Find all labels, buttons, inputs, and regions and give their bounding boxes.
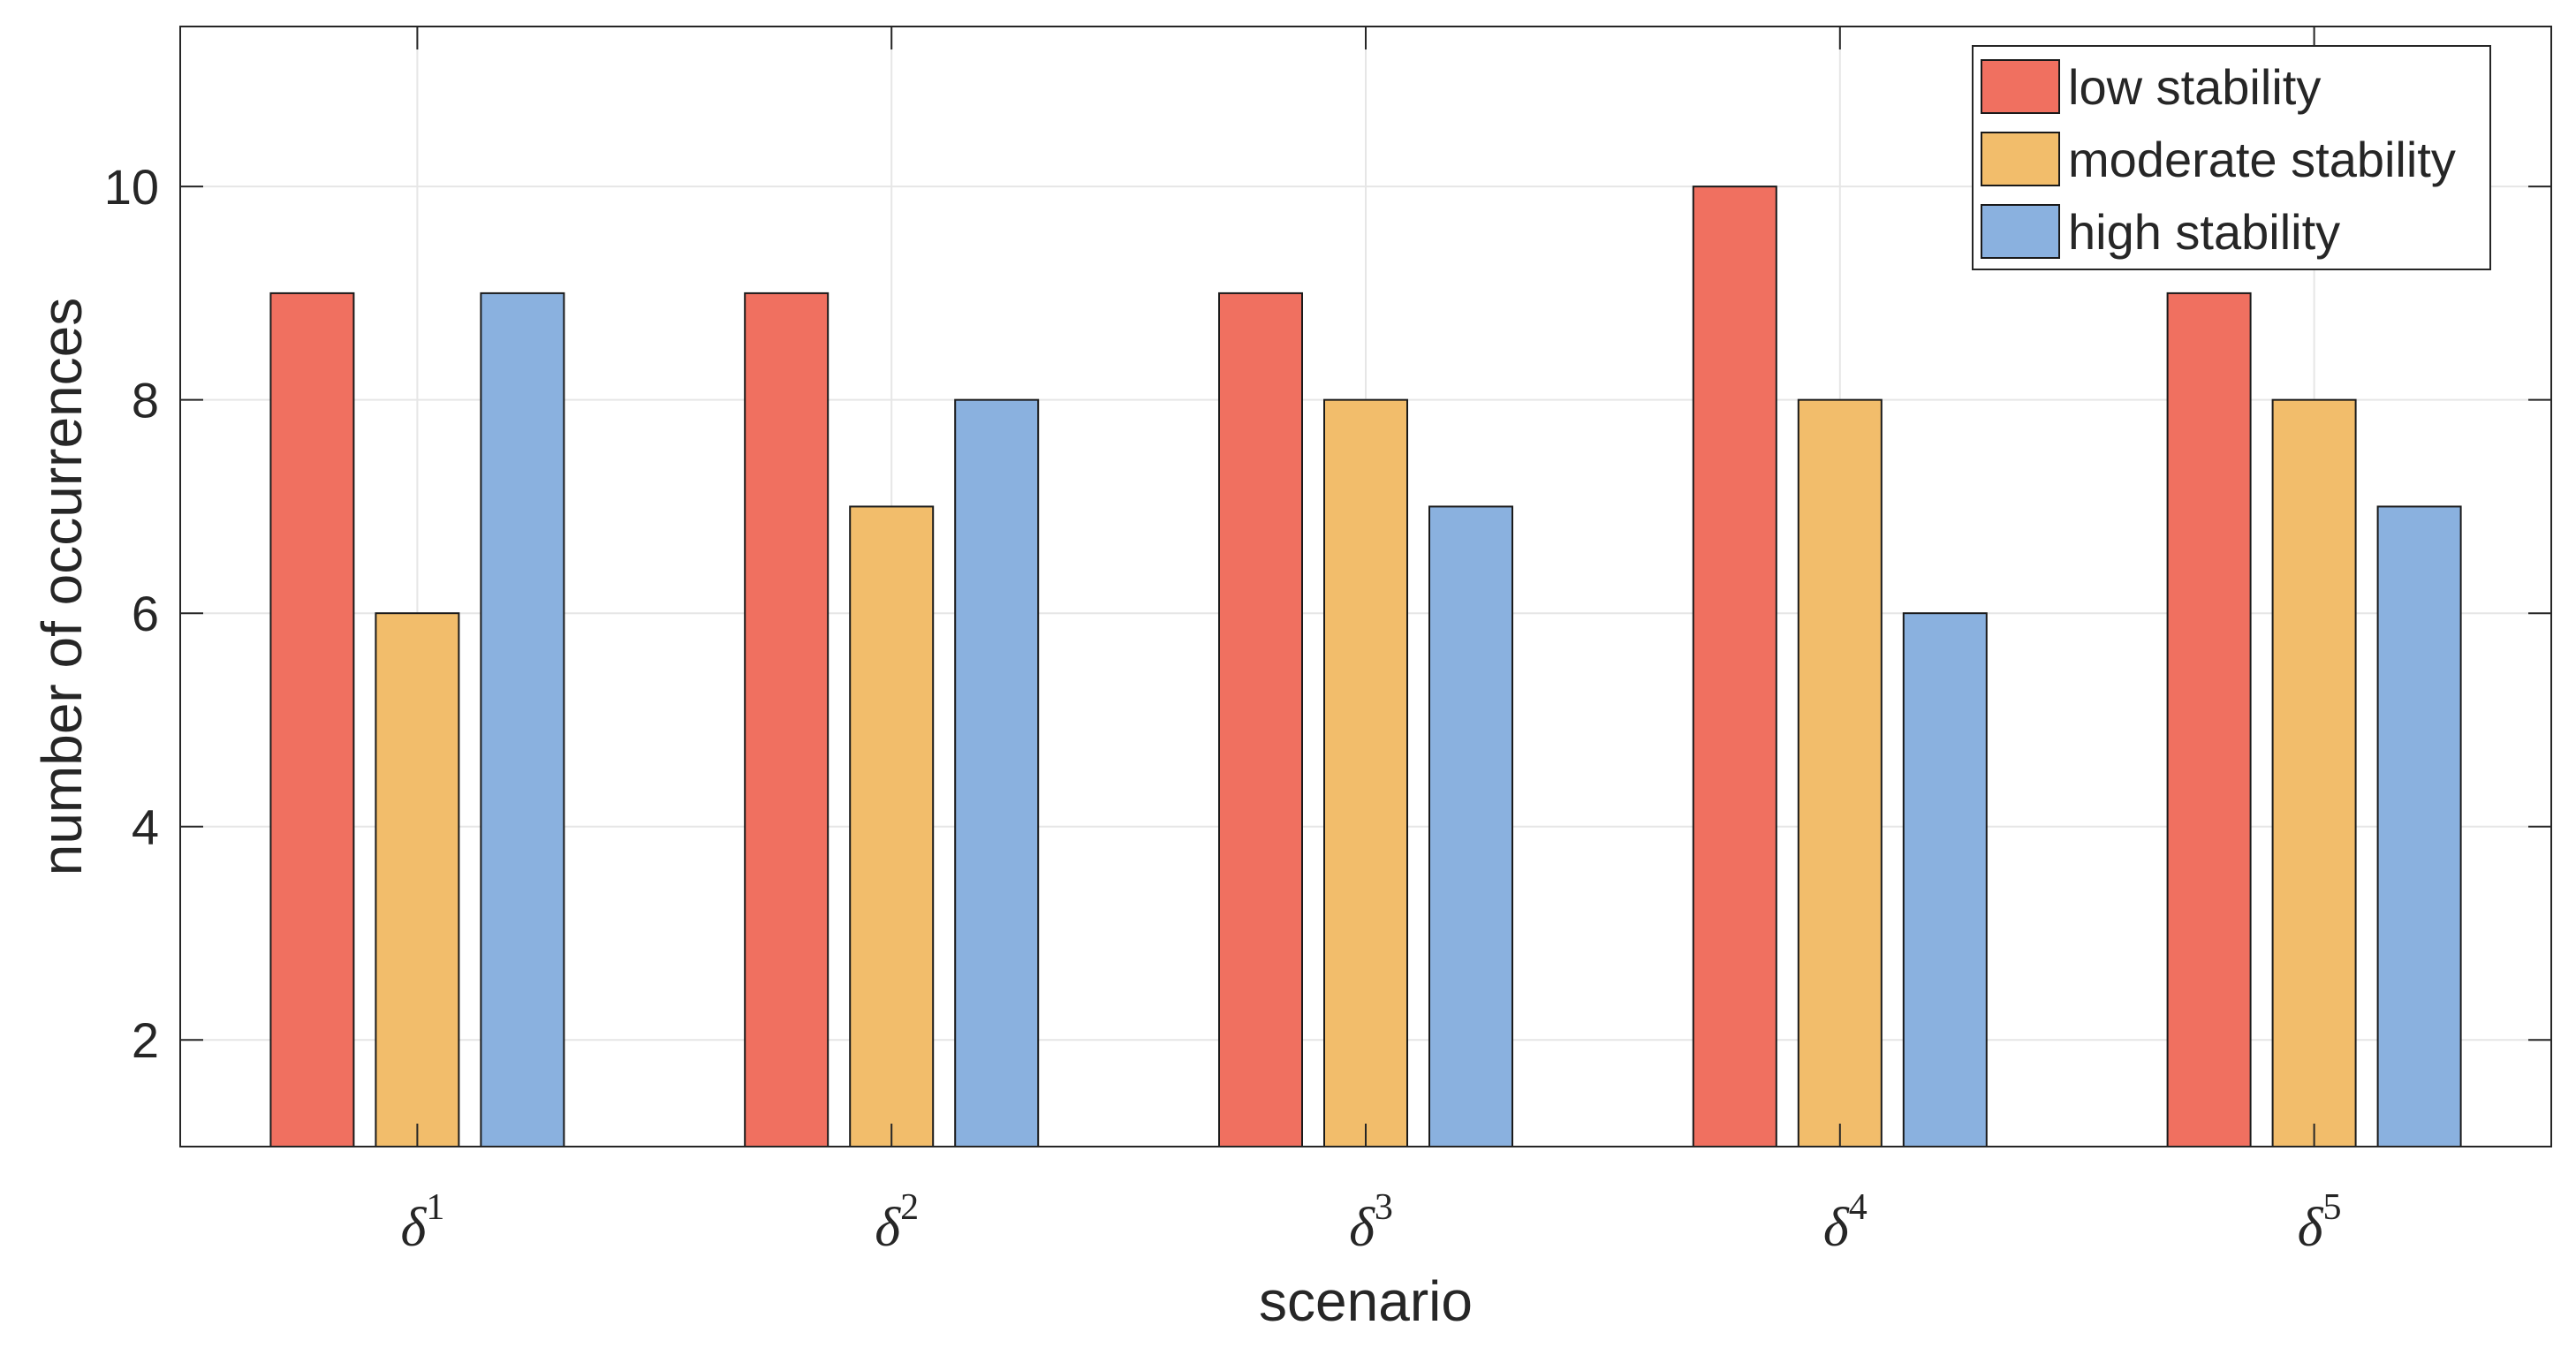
- x-tick-label-base: δ: [400, 1198, 427, 1258]
- x-tick-label-base: δ: [1349, 1198, 1375, 1258]
- legend-entries: low stability moderate stability high stab…: [1981, 59, 2456, 260]
- bar-high-stability-2: [954, 398, 1040, 1147]
- bar-low-stability-4: [1692, 186, 1777, 1148]
- bar-moderate-stability-4: [1797, 398, 1883, 1147]
- y-axis-title: number of occurrences: [30, 298, 94, 876]
- legend-swatch: [1981, 59, 2060, 114]
- bar-moderate-stability-2: [849, 505, 935, 1147]
- legend-label: high stability: [2068, 204, 2340, 260]
- bar-high-stability-5: [2376, 505, 2462, 1147]
- x-tick-label-superscript: 5: [2323, 1187, 2342, 1228]
- x-tick-label: δ1: [400, 1187, 444, 1258]
- bar-low-stability-5: [2166, 292, 2252, 1147]
- y-tick-label: 4: [132, 799, 159, 855]
- bar-high-stability-1: [480, 292, 565, 1147]
- bar-high-stability-4: [1902, 612, 1988, 1147]
- x-tick-label-base: δ: [875, 1198, 901, 1258]
- legend-swatch: [1981, 204, 2060, 259]
- y-tick-label: 10: [104, 159, 159, 215]
- x-tick-label: δ2: [875, 1187, 919, 1258]
- x-tick-label-superscript: 2: [900, 1187, 919, 1228]
- x-tick-label: δ3: [1349, 1187, 1393, 1258]
- y-tick-label: 2: [132, 1012, 159, 1068]
- legend-label: low stability: [2068, 59, 2321, 115]
- bars: [269, 186, 2462, 1148]
- x-tick-label-base: δ: [2298, 1198, 2324, 1258]
- bar-low-stability-3: [1218, 292, 1303, 1147]
- bar-moderate-stability-1: [375, 612, 460, 1147]
- bar-low-stability-2: [744, 292, 830, 1147]
- y-tick-label: 6: [132, 586, 159, 641]
- bar-moderate-stability-5: [2271, 398, 2357, 1147]
- bar-low-stability-1: [269, 292, 355, 1147]
- x-tick-label: δ5: [2298, 1187, 2342, 1258]
- x-tick-label-superscript: 3: [1375, 1187, 1393, 1228]
- legend: low stability moderate stability high stab…: [1972, 45, 2491, 270]
- x-axis-title: scenario: [1259, 1269, 1473, 1333]
- y-tick-label: 8: [132, 373, 159, 428]
- axis-ticks: [180, 27, 2551, 1147]
- x-tick-label-superscript: 4: [1849, 1187, 1868, 1228]
- legend-label: moderate stability: [2068, 132, 2456, 187]
- bar-high-stability-3: [1428, 505, 1513, 1147]
- bar-moderate-stability-3: [1323, 398, 1408, 1147]
- legend-swatch: [1981, 132, 2060, 186]
- x-tick-label-base: δ: [1823, 1198, 1850, 1258]
- x-tick-label: δ4: [1823, 1187, 1868, 1258]
- x-tick-label-superscript: 1: [426, 1187, 444, 1228]
